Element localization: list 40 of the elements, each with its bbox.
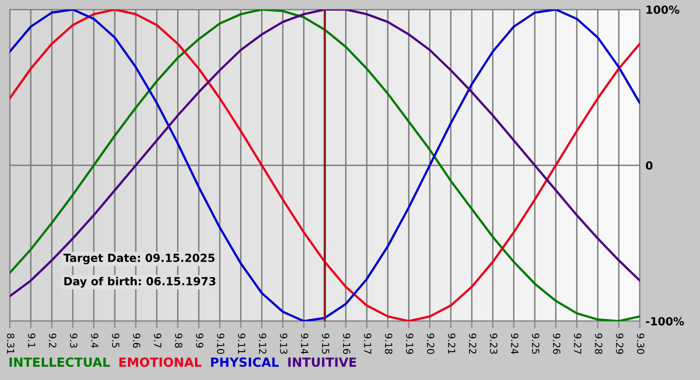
y-tick-label: 100%: [646, 5, 680, 14]
text: EMOTIONAL: [119, 357, 202, 367]
x-tick-label: 9.27: [574, 334, 582, 354]
x-tick-label: 9.16: [342, 334, 350, 354]
x-tick-label: 9.3: [70, 334, 78, 348]
annotation: Target Date: 09.15.2025: [63, 254, 215, 264]
x-tick-label: 9.5: [112, 334, 120, 348]
x-tick-label: 9.1: [28, 334, 36, 348]
x-tick-label: 9.9: [196, 334, 204, 348]
x-tick-label: 9.30: [636, 334, 644, 354]
y-tick-label: 0: [646, 161, 653, 170]
x-tick-label: 9.4: [90, 334, 98, 348]
x-tick-label: 9.24: [510, 334, 518, 354]
x-tick-label: 9.23: [490, 334, 498, 354]
text: PHYSICAL: [211, 357, 279, 367]
x-tick-label: 9.8: [174, 334, 182, 348]
annotation: Day of birth: 06.15.1973: [64, 276, 216, 288]
x-tick-label: 9.17: [364, 334, 372, 354]
x-tick-label: 9.14: [300, 334, 308, 354]
x-tick-label: 9.19: [406, 334, 414, 354]
x-tick-label: 9.26: [552, 334, 560, 354]
x-tick-label: 9.18: [384, 334, 392, 354]
x-tick-label: 9.2: [48, 334, 56, 348]
x-tick-label: 9.12: [258, 334, 266, 354]
x-tick-label: 8.31: [6, 334, 14, 354]
x-tick-label: 9.11: [238, 334, 246, 354]
text: INTUITIVE: [288, 358, 356, 367]
x-tick-label: 9.6: [132, 334, 140, 348]
y-tick-label: -100%: [646, 317, 684, 326]
x-tick-label: 9.28: [594, 334, 602, 354]
x-tick-label: 9.7: [154, 334, 162, 348]
x-tick-label: 9.22: [468, 334, 476, 354]
x-tick-label: 9.13: [280, 334, 288, 354]
x-tick-label: 9.20: [426, 334, 434, 354]
x-tick-label: 9.25: [532, 334, 540, 354]
x-tick-label: 9.29: [616, 334, 624, 354]
x-tick-label: 9.15: [322, 334, 330, 354]
x-tick-label: 9.21: [448, 334, 456, 354]
x-tick-label: 9.10: [216, 334, 224, 354]
text: INTELLECTUAL: [10, 357, 110, 367]
